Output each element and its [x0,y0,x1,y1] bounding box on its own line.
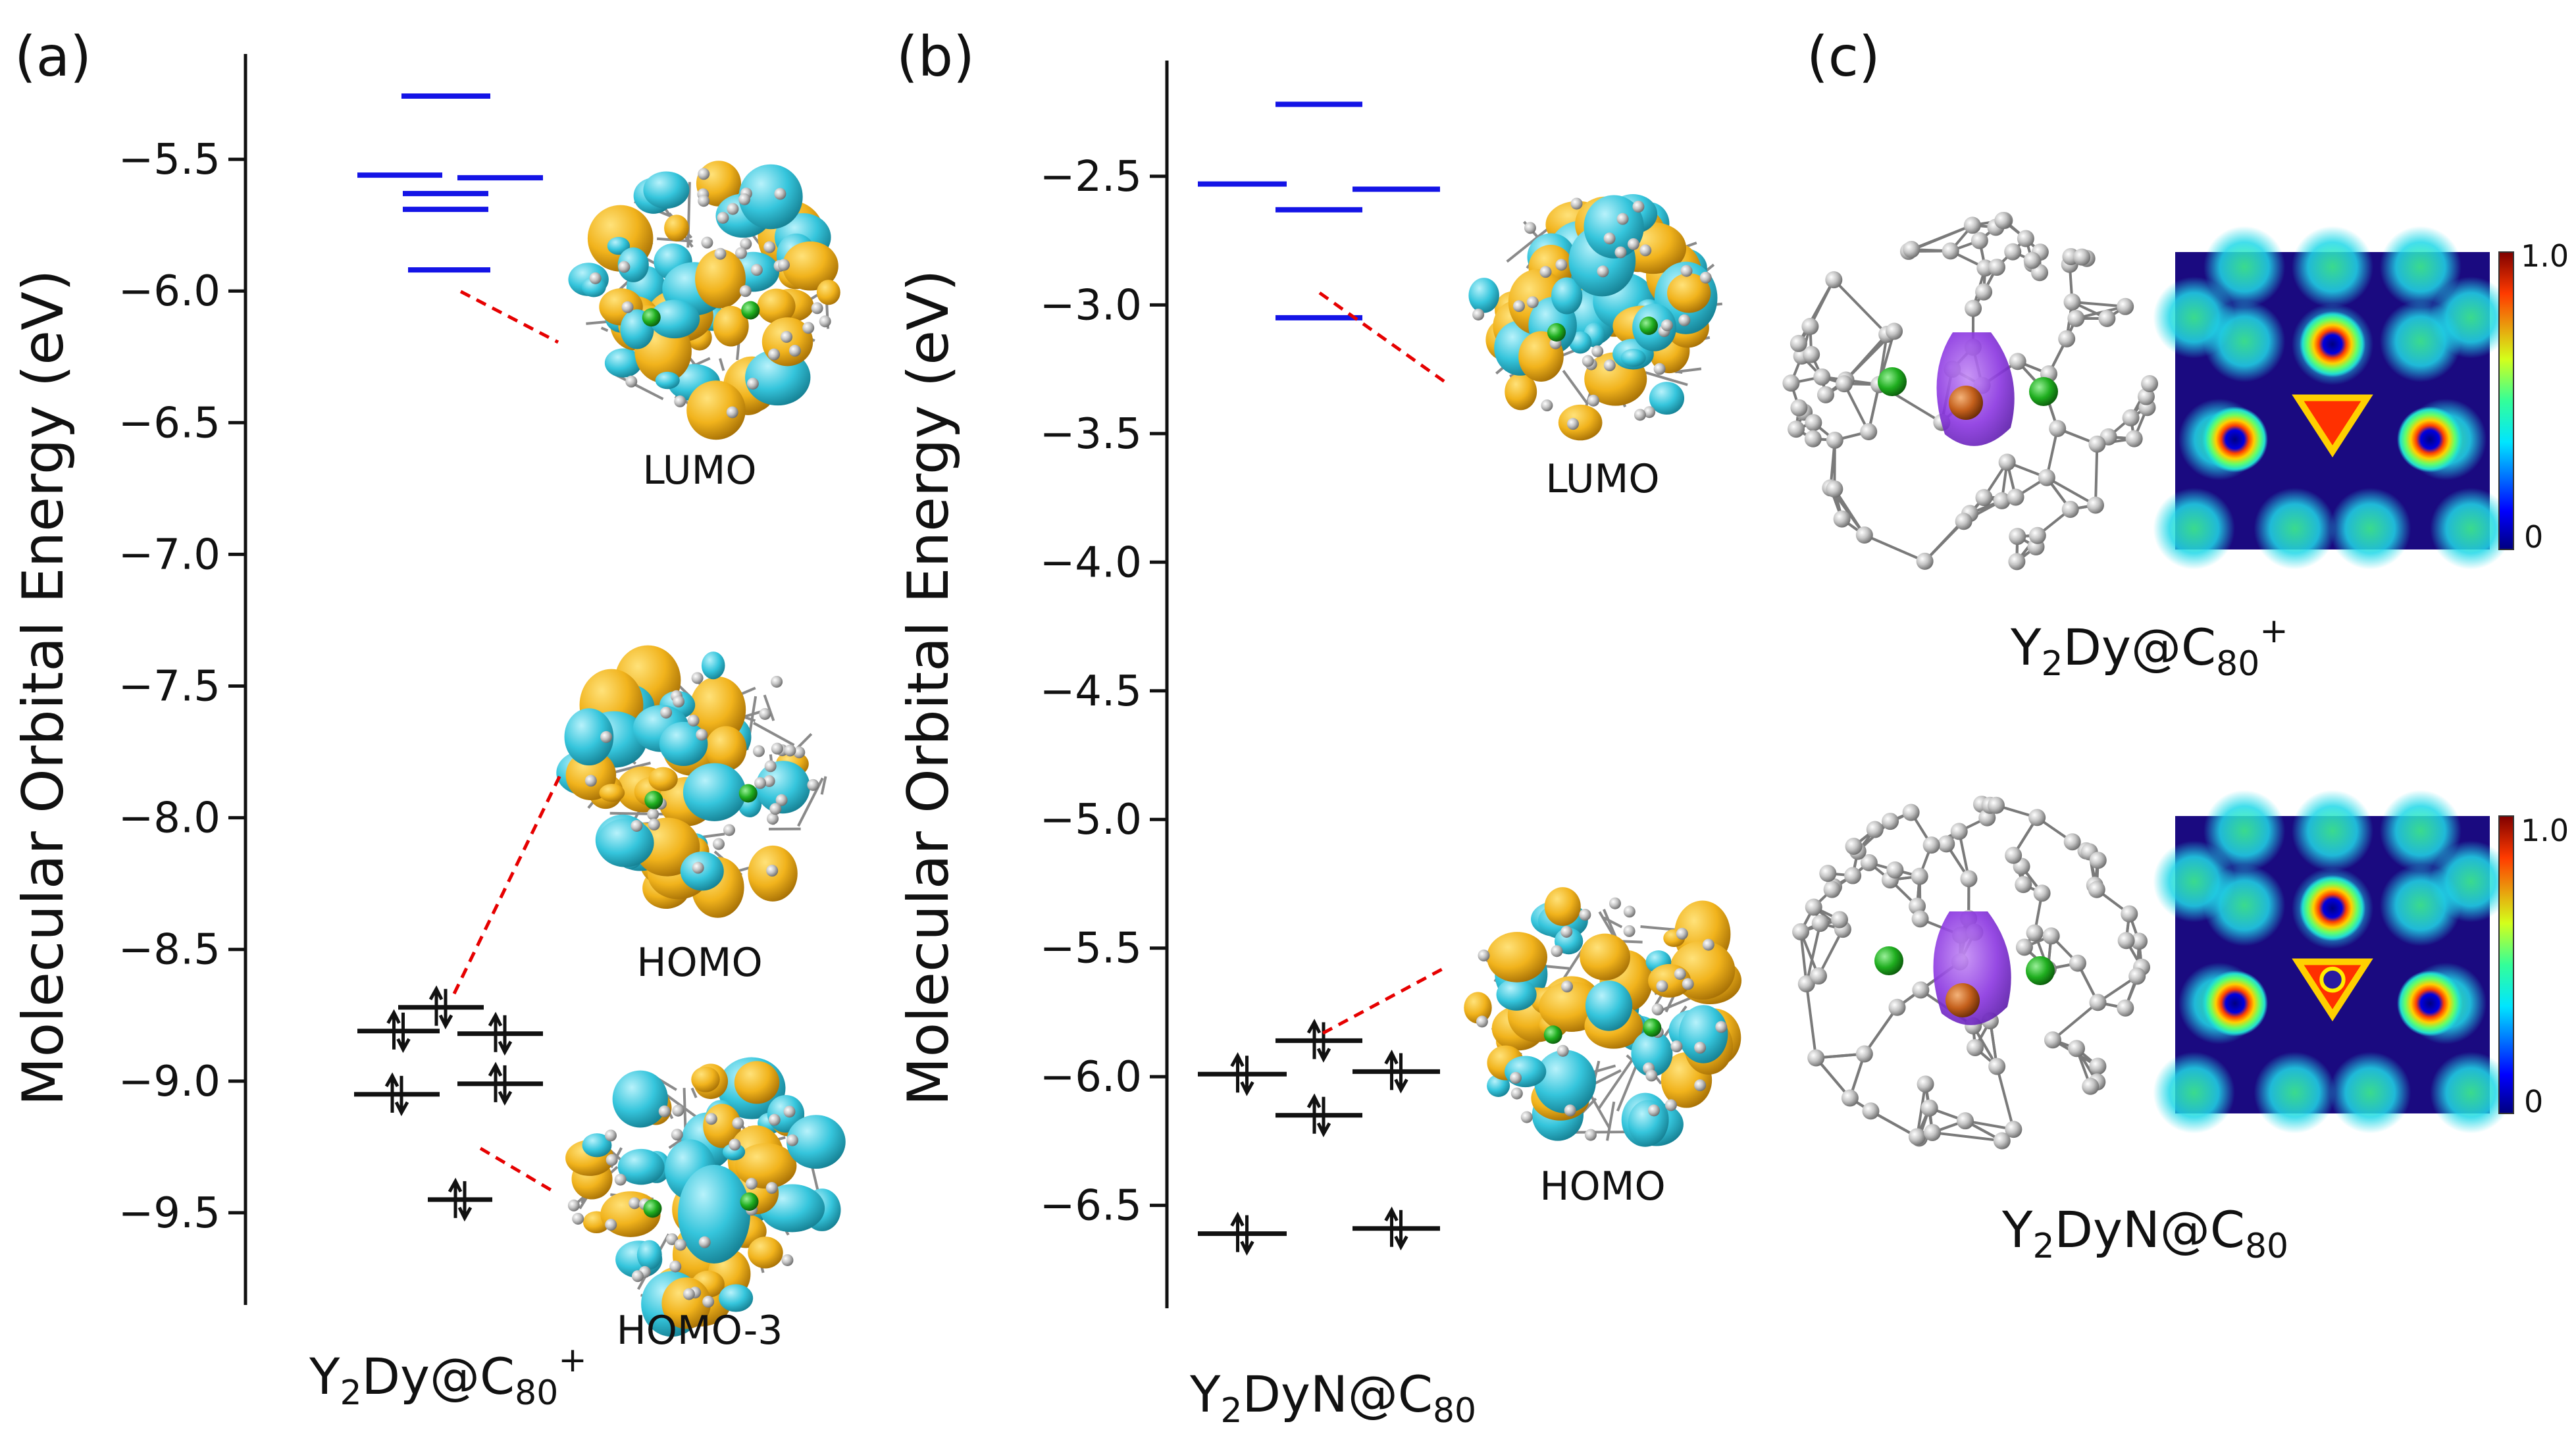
panel-b-levels [1198,101,1440,1256]
panel-b-lumo-connector [1318,291,1446,384]
panel-b-homo-connector [1322,964,1449,1035]
panel-a-tick-label-2: −6.5 [118,399,220,447]
density-map-y2dyn-c80 [2153,790,2512,1134]
panel-a-ylabel: Molecular Orbital Energy (eV) [11,269,76,1106]
panel-a-lumo-orbital-image [568,161,840,440]
colorbar-bottom-min: 0 [2524,1084,2543,1119]
orbA3-atoms [567,1104,798,1308]
panel-b-tick-label-4: −4.5 [1040,667,1142,716]
panel-a-tick-label-1: −6.0 [118,267,220,316]
colorbar-top-max: 1.0 [2521,238,2569,274]
panel-b-tick-label-8: −6.5 [1040,1182,1142,1231]
panel-a-tick-label-5: −8.0 [118,794,220,843]
panel-a-homo3-label: HOMO-3 [617,1308,783,1354]
panel-c: 1.0 0 1.0 0 Y2Dy@C80+ Y2DyN@C80 [1782,212,2569,1266]
panel-b-homo-label: HOMO [1539,1163,1665,1210]
panel-label-a: (a) [14,24,91,89]
orbA2-atoms [584,672,819,877]
panel-b-electron-pair-0 [1306,1019,1331,1063]
orbA2-lobes [556,645,810,918]
panel-b-tick-label-1: −3.0 [1040,281,1142,330]
panel-b-tick-label-3: −4.0 [1040,538,1142,587]
panel-a-electron-pair-3 [488,1061,513,1106]
panel-a-electron-pair-4 [384,1072,409,1117]
cage1-core [1878,332,2058,446]
orbA3-lobes [565,1057,846,1337]
panel-b-electron-pair-5 [1230,1212,1254,1256]
panel-a-chart: −5.5 −6.0 −6.5 −7.0 −7.5 −8.0 −8.5 −9.0 −9.5 Mol… [11,54,846,1413]
panel-a-homo3-orbital-image [565,1057,846,1337]
density-map-y2dy-c80 [2153,226,2512,570]
orbA1-atoms [589,168,831,419]
panel-b-tick-label-6: −5.5 [1040,925,1142,973]
colorbar-top: 1.0 0 [2498,238,2569,555]
panel-b-homo-orbital-image [1464,887,1742,1147]
colorbar-top-min: 0 [2524,519,2543,555]
panel-a-homo-label: HOMO [636,940,762,986]
panel-b-tick-label-5: −5.0 [1040,796,1142,844]
molecule-label-y2dyn-c80: Y2DyN@C80 [2001,1200,2288,1266]
map2-contours [2153,790,2512,1134]
panel-b-electron-pair-3 [1306,1093,1331,1138]
panel-a-electron-pair-5 [448,1177,473,1222]
panel-a-electron-pair-0 [428,985,453,1030]
panel-b-ticks: −2.5 −3.0 −3.5 −4.0 −4.5 −5.0 −5.5 −6.0 −6.5 [1040,153,1167,1231]
panel-a-homo-connector [452,769,565,995]
panel-label-b: (b) [896,24,975,89]
panel-a-tick-label-0: −5.5 [118,136,220,184]
orbB1-atoms [1472,197,1712,430]
panel-b-electron-pair-1 [1384,1050,1408,1094]
colorbar-bottom: 1.0 0 [2498,813,2569,1119]
panel-b-chart: −2.5 −3.0 −3.5 −4.0 −4.5 −5.0 −5.5 −6.0 −6.5 Mol… [896,61,1742,1430]
panel-a-levels [354,93,543,1222]
panel-a-homo3-connector [479,1146,554,1193]
panel-b-tick-label-0: −2.5 [1040,153,1142,201]
panel-a-tick-label-7: −9.0 [118,1058,220,1106]
panel-b-ylabel: Molecular Orbital Energy (eV) [896,269,962,1106]
panel-b-xlabel: Y2DyN@C80 [1189,1365,1476,1430]
panel-b-electron-pair-4 [1384,1206,1408,1251]
panel-a-tick-label-6: −8.5 [118,926,220,975]
molecule-label-y2dy-c80: Y2Dy@C80+ [2010,611,2288,684]
panel-b-lumo-orbital-image [1468,194,1722,441]
colorbar-bottom-max: 1.0 [2521,813,2569,848]
panel-b-lumo-label: LUMO [1545,456,1659,502]
panel-b-tick-label-2: −3.5 [1040,410,1142,459]
panel-a-xlabel: Y2Dy@C80+ [309,1341,587,1413]
panel-a-tick-label-8: −9.5 [118,1189,220,1238]
panel-a-lumo-connector [459,290,559,344]
panel-label-c: (c) [1807,24,1880,89]
panel-a-electron-pair-1 [386,1009,411,1054]
cage-structure-y2dy-c80 [1782,212,2159,571]
cage-structure-y2dyn-c80 [1792,796,2151,1150]
panel-a-electron-pair-2 [488,1011,513,1056]
panel-a-ticks: −5.5 −6.0 −6.5 −7.0 −7.5 −8.0 −8.5 −9.0 −9.5 [118,136,245,1238]
panel-a-lumo-label: LUMO [642,447,756,494]
panel-a-tick-label-3: −7.0 [118,530,220,579]
panel-b-tick-label-7: −6.0 [1040,1053,1142,1102]
cage2-core [1874,911,2055,1025]
orbB2-atoms [1476,897,1728,1141]
cage2-atoms [1792,796,2151,1150]
map1-contours [2153,226,2512,570]
panel-a-tick-label-4: −7.5 [118,663,220,711]
orbB2-lobes [1464,887,1742,1147]
panel-b-electron-pair-2 [1230,1052,1254,1096]
orbA1-lobes [568,161,840,440]
panel-a-homo-orbital-image [556,645,827,918]
